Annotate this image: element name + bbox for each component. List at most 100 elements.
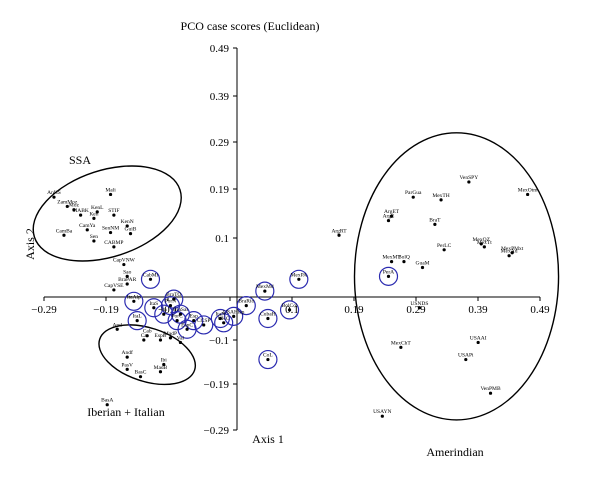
point-label: BraTO	[166, 292, 181, 298]
x-tick-label: 0.39	[468, 304, 488, 316]
point-label: MexChT	[391, 340, 412, 346]
scatter-point	[92, 239, 96, 243]
point-label: USAAI	[470, 335, 487, 341]
x-tick-label: 0.19	[344, 304, 364, 316]
group-label: Iberian + Italian	[87, 405, 164, 419]
point-label: CapVNW	[113, 258, 136, 264]
scatter-point	[115, 327, 119, 331]
group-ellipse	[98, 324, 197, 386]
point-label: ArgE	[383, 214, 395, 220]
scatter-point	[108, 230, 113, 235]
highlight-circle	[236, 296, 256, 316]
point-label: MexTH	[432, 193, 449, 199]
scatter-point	[125, 355, 129, 359]
y-axis-title: Axis 2	[23, 228, 37, 260]
x-tick-label: −0.29	[31, 304, 57, 316]
y-tick-label: 0.29	[210, 137, 230, 149]
point-label: GuiB	[125, 227, 137, 233]
point-label: BasC	[135, 370, 147, 376]
point-label: CamYa	[79, 223, 96, 229]
scatter-point	[125, 224, 129, 228]
scatter-point	[132, 299, 136, 303]
scatter-point	[510, 251, 514, 255]
point-label: MexOtm	[518, 187, 539, 193]
highlight-circle	[214, 313, 234, 333]
point-label: Sao	[123, 269, 132, 275]
highlight-circle	[258, 349, 278, 370]
scatter-point	[389, 214, 394, 218]
scatter-point	[417, 306, 422, 310]
y-tick-label: 0.1	[215, 233, 229, 245]
highlight-circle	[378, 266, 399, 286]
highlight-circle	[124, 291, 144, 311]
highlight-circle	[289, 269, 309, 289]
scatter-point	[482, 245, 486, 249]
point-label: Val	[177, 335, 185, 341]
highlight-circle	[258, 308, 278, 329]
point-label: CamBa	[56, 228, 73, 234]
scatter-point	[112, 288, 116, 292]
scatter-point	[152, 306, 156, 310]
scatter-point	[172, 297, 176, 301]
point-label: MadB	[154, 365, 168, 371]
point-label: ItaN	[215, 312, 225, 318]
scatter-point	[442, 248, 446, 252]
x-tick-label: 0.29	[406, 304, 426, 316]
scatter-point	[145, 334, 149, 338]
scatter-point	[135, 319, 139, 323]
scatter-point	[112, 245, 116, 249]
highlight-circle	[140, 269, 161, 289]
point-label: MexMT	[382, 255, 401, 261]
point-label: BolQ	[398, 255, 410, 261]
point-label: PorC	[171, 314, 183, 320]
x-axis-title: Axis 1	[252, 432, 284, 446]
y-tick-label: −0.1	[209, 335, 229, 347]
point-label: Ken	[89, 211, 98, 217]
group-label: Amerindian	[426, 445, 483, 459]
scatter-point	[138, 375, 143, 379]
scatter-point	[222, 321, 226, 325]
point-label: ArgET	[384, 209, 400, 215]
point-label: MexMd	[256, 284, 274, 290]
scatter-point	[389, 260, 394, 264]
scatter-point	[52, 195, 56, 199]
scatter-point	[263, 289, 267, 293]
scatter-point	[162, 362, 166, 367]
point-label: UKC	[218, 316, 230, 322]
point-label: ItaS	[149, 301, 158, 307]
x-tick-label: 0.49	[530, 304, 550, 316]
point-label: VenSPY	[460, 175, 479, 181]
scatter-point	[297, 277, 301, 281]
scatter-point	[232, 314, 236, 318]
scatter-point	[386, 218, 391, 223]
point-label: MexAd	[501, 249, 518, 255]
scatter-point	[142, 338, 146, 342]
point-label: Ca	[141, 333, 148, 339]
y-tick-label: −0.19	[204, 379, 230, 391]
point-label: PorN	[165, 299, 177, 305]
scatter-point	[433, 222, 437, 226]
point-label: ParGua	[405, 190, 422, 196]
scatter-point	[178, 312, 183, 316]
highlight-circles	[124, 266, 399, 370]
scatter-point	[380, 414, 384, 418]
point-label: KenN	[121, 219, 134, 225]
group-ellipse	[32, 165, 182, 262]
point-label: BraT	[429, 217, 441, 223]
group-label: SSA	[69, 153, 91, 167]
point-label: USAPi	[458, 353, 474, 359]
point-label: PerA	[383, 269, 394, 275]
point-label: CubaH	[260, 312, 276, 318]
scatter-point	[185, 327, 189, 331]
highlight-circle	[154, 304, 174, 324]
scatter-point	[399, 345, 403, 349]
point-label: MABK	[72, 208, 89, 214]
y-tick-label: 0.49	[210, 43, 230, 55]
point-label: Sen	[90, 234, 99, 240]
scatter-point	[72, 208, 76, 212]
scatter-point	[128, 232, 133, 236]
highlight-circle	[255, 281, 275, 301]
scatter-point	[162, 312, 166, 316]
point-label: EspB	[155, 333, 167, 339]
